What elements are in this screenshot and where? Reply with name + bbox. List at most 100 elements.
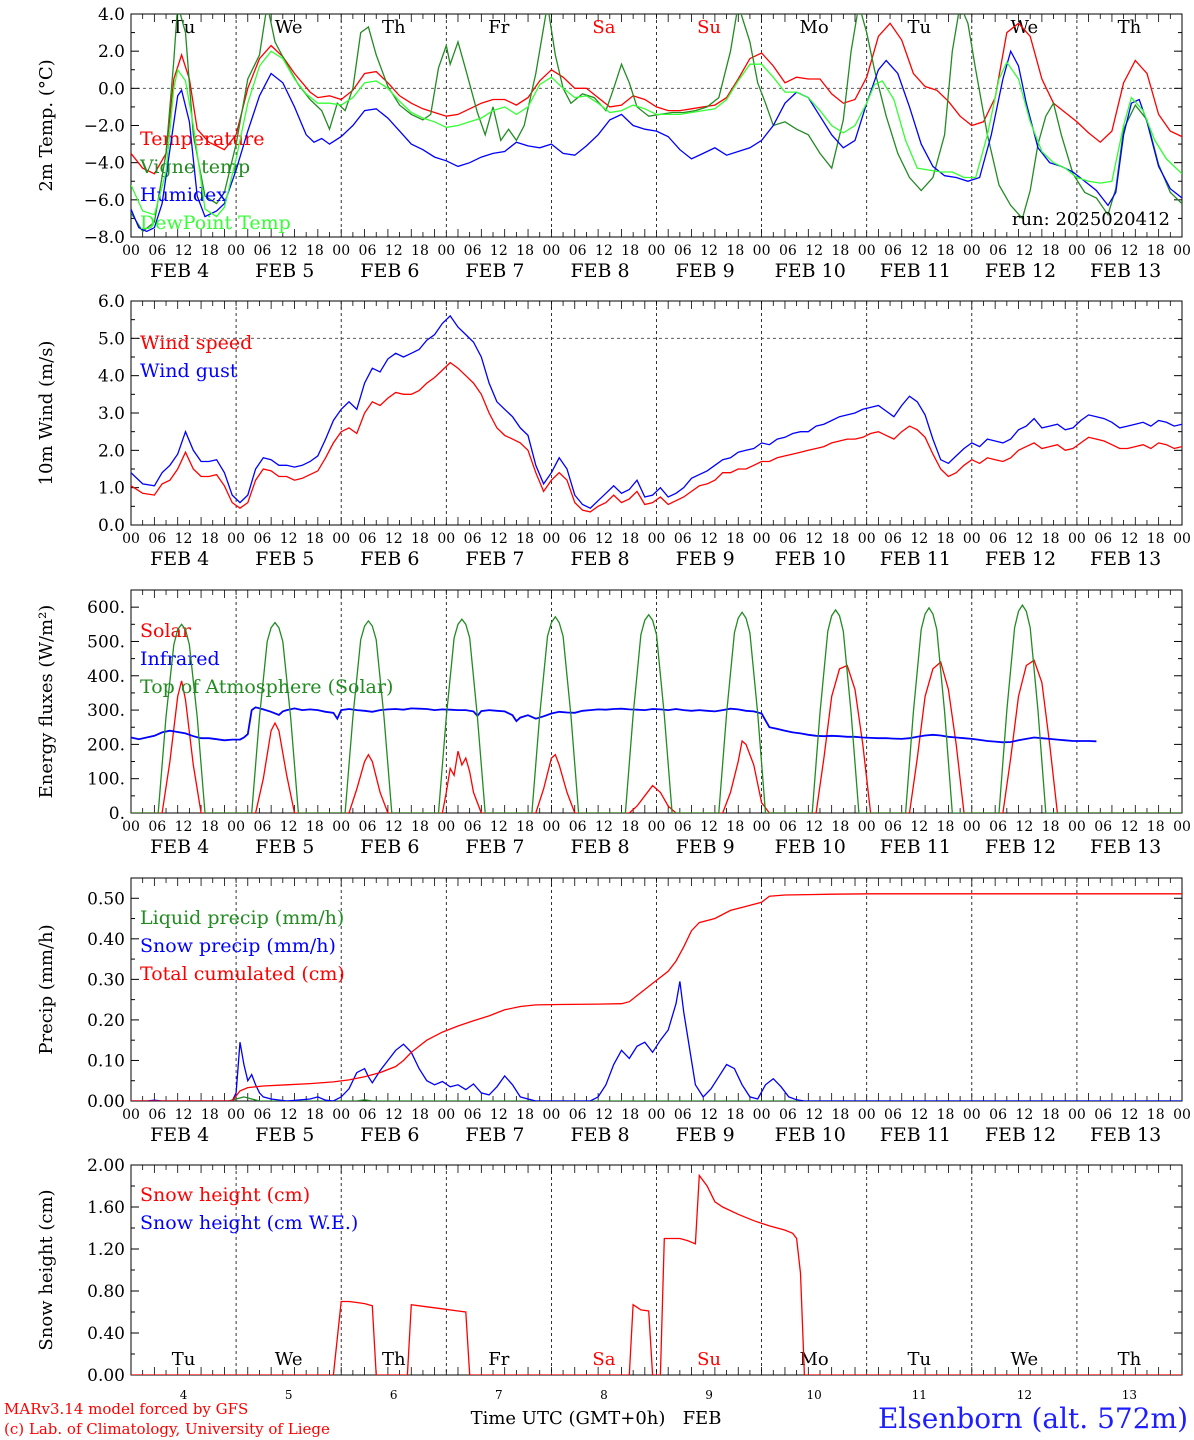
y-tick-label: 1.20: [87, 1240, 125, 1260]
x-hour-label: 00: [437, 243, 455, 259]
series-wind-gust: [131, 314, 1182, 509]
x-hour-label: 00: [1173, 243, 1191, 259]
x-hour-label: 00: [858, 819, 876, 835]
y-tick-label: 0.80: [87, 1282, 125, 1302]
x-hour-label: 12: [385, 531, 403, 547]
legend-entry: Top of Atmosphere (Solar): [140, 676, 393, 698]
series-vigne-temp: [131, 14, 1182, 233]
x-hour-label: 00: [227, 531, 245, 547]
x-hour-label: 18: [1042, 819, 1060, 835]
y-tick-label: −6.0: [84, 191, 125, 211]
weekday-label: Su: [697, 1349, 721, 1370]
x-hour-label: 00: [542, 819, 560, 835]
x-date-label: FEB 13: [1090, 836, 1161, 858]
x-hour-label: 12: [1015, 531, 1033, 547]
x-hour-label: 12: [385, 819, 403, 835]
weekday-label: Th: [382, 17, 406, 38]
x-hour-label: 06: [464, 819, 482, 835]
x-hour-label: 12: [175, 531, 193, 547]
y-tick-label: 200.: [87, 735, 125, 755]
x-date-label: FEB 13: [1090, 1124, 1161, 1146]
weekday-label: Fr: [488, 17, 509, 38]
y-tick-label: 4.0: [98, 5, 125, 25]
x-hour-label: 12: [595, 531, 613, 547]
x-hour-label: 06: [253, 819, 271, 835]
x-date-label: FEB 13: [1090, 260, 1161, 282]
x-hour-label: 12: [700, 243, 718, 259]
x-date-label: FEB 5: [255, 836, 314, 858]
x-hour-label: 06: [884, 819, 902, 835]
y-tick-label: 0.: [109, 804, 125, 824]
series-solar: [131, 659, 1182, 813]
x-date-label: FEB 8: [570, 260, 629, 282]
x-hour-label: 06: [989, 243, 1007, 259]
x-hour-label: 18: [832, 243, 850, 259]
x-hour-label: 12: [595, 1107, 613, 1123]
x-hour-label: 06: [779, 243, 797, 259]
series-snow-precip-mm-h-: [131, 981, 1182, 1101]
y-tick-label: 1.0: [98, 479, 125, 499]
chart-panels: −8.0 −6.0 −4.0 −2.0 0.0 2.0 4.0 2m Temp. (°C) 00…: [36, 5, 1191, 1402]
x-hour-label: 18: [1042, 531, 1060, 547]
y-tick-label: 6.0: [98, 292, 125, 312]
x-date-label: FEB 7: [465, 548, 524, 570]
x-hour-label: 18: [1147, 243, 1165, 259]
x-hour-label: 18: [516, 819, 534, 835]
x-hour-label: 12: [280, 1107, 298, 1123]
x-hour-label: 12: [1015, 1107, 1033, 1123]
legend-entry: Liquid precip (mm/h): [140, 907, 344, 929]
run-annotation: run: 2025020412: [1012, 209, 1170, 230]
x-hour-label: 18: [306, 1107, 324, 1123]
x-hour-label: 12: [805, 531, 823, 547]
series-humidex: [131, 49, 1182, 233]
x-hour-label: 12: [490, 1107, 508, 1123]
x-hour-label: 12: [910, 243, 928, 259]
weekday-label: We: [1011, 17, 1039, 38]
x-hour-label: 00: [437, 531, 455, 547]
x-hour-label: 12: [1121, 243, 1139, 259]
x-hour-label: 00: [332, 243, 350, 259]
legend-entry: Snow height (cm W.E.): [140, 1212, 358, 1234]
x-hour-label: 18: [306, 819, 324, 835]
legend-entry: Wind gust: [140, 360, 238, 382]
x-hour-label: 12: [490, 531, 508, 547]
panel-flux: 0. 100. 200. 300. 400. 500. 600. Energy fluxes …: [36, 589, 1191, 858]
y-tick-label: 2.0: [98, 441, 125, 461]
x-hour-label: 00: [122, 531, 140, 547]
x-date-label: FEB 10: [775, 260, 846, 282]
x-date-label: FEB 10: [775, 1124, 846, 1146]
x-hour-label: 06: [148, 531, 166, 547]
x-hour-label: 06: [148, 243, 166, 259]
x-hour-label: 18: [516, 243, 534, 259]
x-hour-label: 06: [884, 531, 902, 547]
weekday-label: We: [275, 1349, 303, 1370]
x-date-label: FEB 11: [880, 1124, 951, 1146]
x-hour-label: 12: [1121, 531, 1139, 547]
x-hour-label: 12: [700, 531, 718, 547]
y-tick-label: 2.0: [98, 42, 125, 62]
x-hour-label: 06: [464, 243, 482, 259]
x-date-label: FEB 10: [775, 548, 846, 570]
x-hour-label: 00: [753, 531, 771, 547]
x-hour-label: 00: [1173, 1107, 1191, 1123]
x-hour-label: 00: [332, 819, 350, 835]
x-hour-label: 18: [726, 531, 744, 547]
x-date-label: FEB 11: [880, 836, 951, 858]
x-hour-label: 12: [805, 243, 823, 259]
month-label: FEB: [683, 1408, 722, 1429]
x-hour-label: 18: [411, 531, 429, 547]
x-hour-label: 18: [726, 1107, 744, 1123]
plot-frame: [130, 13, 1183, 238]
x-hour-label: 18: [201, 819, 219, 835]
x-date-label: FEB 4: [150, 836, 209, 858]
x-day-number: 11: [912, 1388, 927, 1402]
x-hour-label: 12: [910, 1107, 928, 1123]
x-hour-label: 18: [516, 1107, 534, 1123]
x-hour-label: 00: [858, 531, 876, 547]
x-hour-label: 12: [280, 819, 298, 835]
x-hour-label: 06: [253, 531, 271, 547]
x-hour-label: 00: [648, 819, 666, 835]
x-hour-label: 06: [569, 819, 587, 835]
weekday-label: Mo: [800, 1349, 829, 1370]
x-hour-label: 00: [122, 819, 140, 835]
